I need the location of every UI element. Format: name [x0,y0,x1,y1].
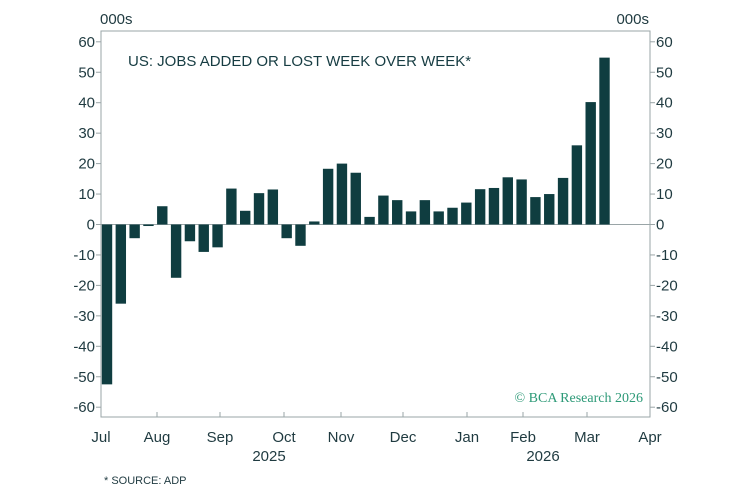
y-tick-label-right: -60 [656,399,678,416]
y-tick-label-left: 0 [87,217,95,234]
y-tick-label-right: -50 [656,369,678,386]
x-axis: Jul Aug Sep Oct Nov Dec Jan Feb Mar Apr [91,412,662,446]
y-tick-label-right: 50 [656,64,673,81]
bar [253,193,265,225]
y-tick-label-right: 60 [656,34,673,51]
bar [599,57,610,225]
bar [350,172,361,225]
bar [212,224,223,248]
y-tick-label-right: 30 [656,125,673,142]
bar [101,224,113,385]
x-tick-label: Jul [91,429,110,446]
y-tick-label-left: 40 [78,95,95,112]
y-tick-label-right: 40 [656,95,673,112]
bar [378,195,389,225]
y-tick-label-left: -50 [73,369,95,386]
x-tick-label: Mar [574,429,600,446]
y-tick-label-right: -20 [656,277,678,294]
y-tick-label-right: -40 [656,338,678,355]
unit-left: 000s [100,11,133,28]
y-tick-label-right: 10 [656,186,673,203]
bar [544,194,555,225]
bar [281,224,292,239]
source-note: * SOURCE: ADP [104,475,187,487]
y-tick-label-left: 60 [78,34,95,51]
bar [322,168,334,225]
y-tick-label-left: 50 [78,64,95,81]
y-tick-label-left: 20 [78,156,95,173]
y-tick-label-left: -10 [73,247,95,264]
bar [198,224,209,252]
bar [267,189,279,225]
x-tick-label: Jan [455,429,479,446]
bar [571,145,583,225]
y-tick-label-left: -20 [73,277,95,294]
bar [488,187,500,225]
y-tick-label-left: 10 [78,186,95,203]
x-tick-label: Dec [390,429,417,446]
x-tick-label: Nov [328,429,355,446]
bar [143,224,154,227]
bar [392,200,403,225]
bar [309,221,320,225]
bar [157,206,168,225]
x-tick-label: Apr [638,429,661,446]
bar [405,211,417,225]
year-label-2026: 2026 [526,448,559,465]
bar [474,189,486,225]
bar [447,207,458,225]
bar [240,210,251,225]
bar [129,224,140,239]
x-tick-label: Aug [144,429,171,446]
bar [530,197,541,225]
y-tick-label-left: -60 [73,399,95,416]
unit-right: 000s [616,11,649,28]
bar [226,188,237,225]
bar [516,179,527,225]
y-tick-label-right: 0 [656,217,664,234]
bar [115,224,127,304]
y-tick-label-left: -30 [73,308,95,325]
bar [364,216,375,225]
y-tick-label-right: -10 [656,247,678,264]
chart-title: US: JOBS ADDED OR LOST WEEK OVER WEEK* [128,53,471,70]
y-tick-label-right: -30 [656,308,678,325]
y-tick-label-left: -40 [73,338,95,355]
bar [585,102,596,225]
y-axis-left: 60 50 40 30 20 10 0 -10 -20 -30 -40 -50 -60 [73,34,101,416]
bar [336,163,348,225]
x-tick-label: Feb [510,429,536,446]
bars [101,57,610,385]
bar [433,211,444,225]
y-axis-right: 60 50 40 30 20 10 0 -10 -20 -30 -40 -50 -60 [650,34,678,416]
bar [557,177,569,225]
bar [170,224,182,278]
bar [461,202,472,225]
bar [295,224,306,246]
bar [184,224,196,242]
bar [419,200,431,225]
year-label-2025: 2025 [252,448,285,465]
x-tick-label: Sep [207,429,234,446]
x-tick-label: Oct [272,429,296,446]
bar [502,177,513,225]
watermark: © BCA Research 2026 [515,391,643,406]
y-tick-label-right: 20 [656,156,673,173]
y-tick-label-left: 30 [78,125,95,142]
